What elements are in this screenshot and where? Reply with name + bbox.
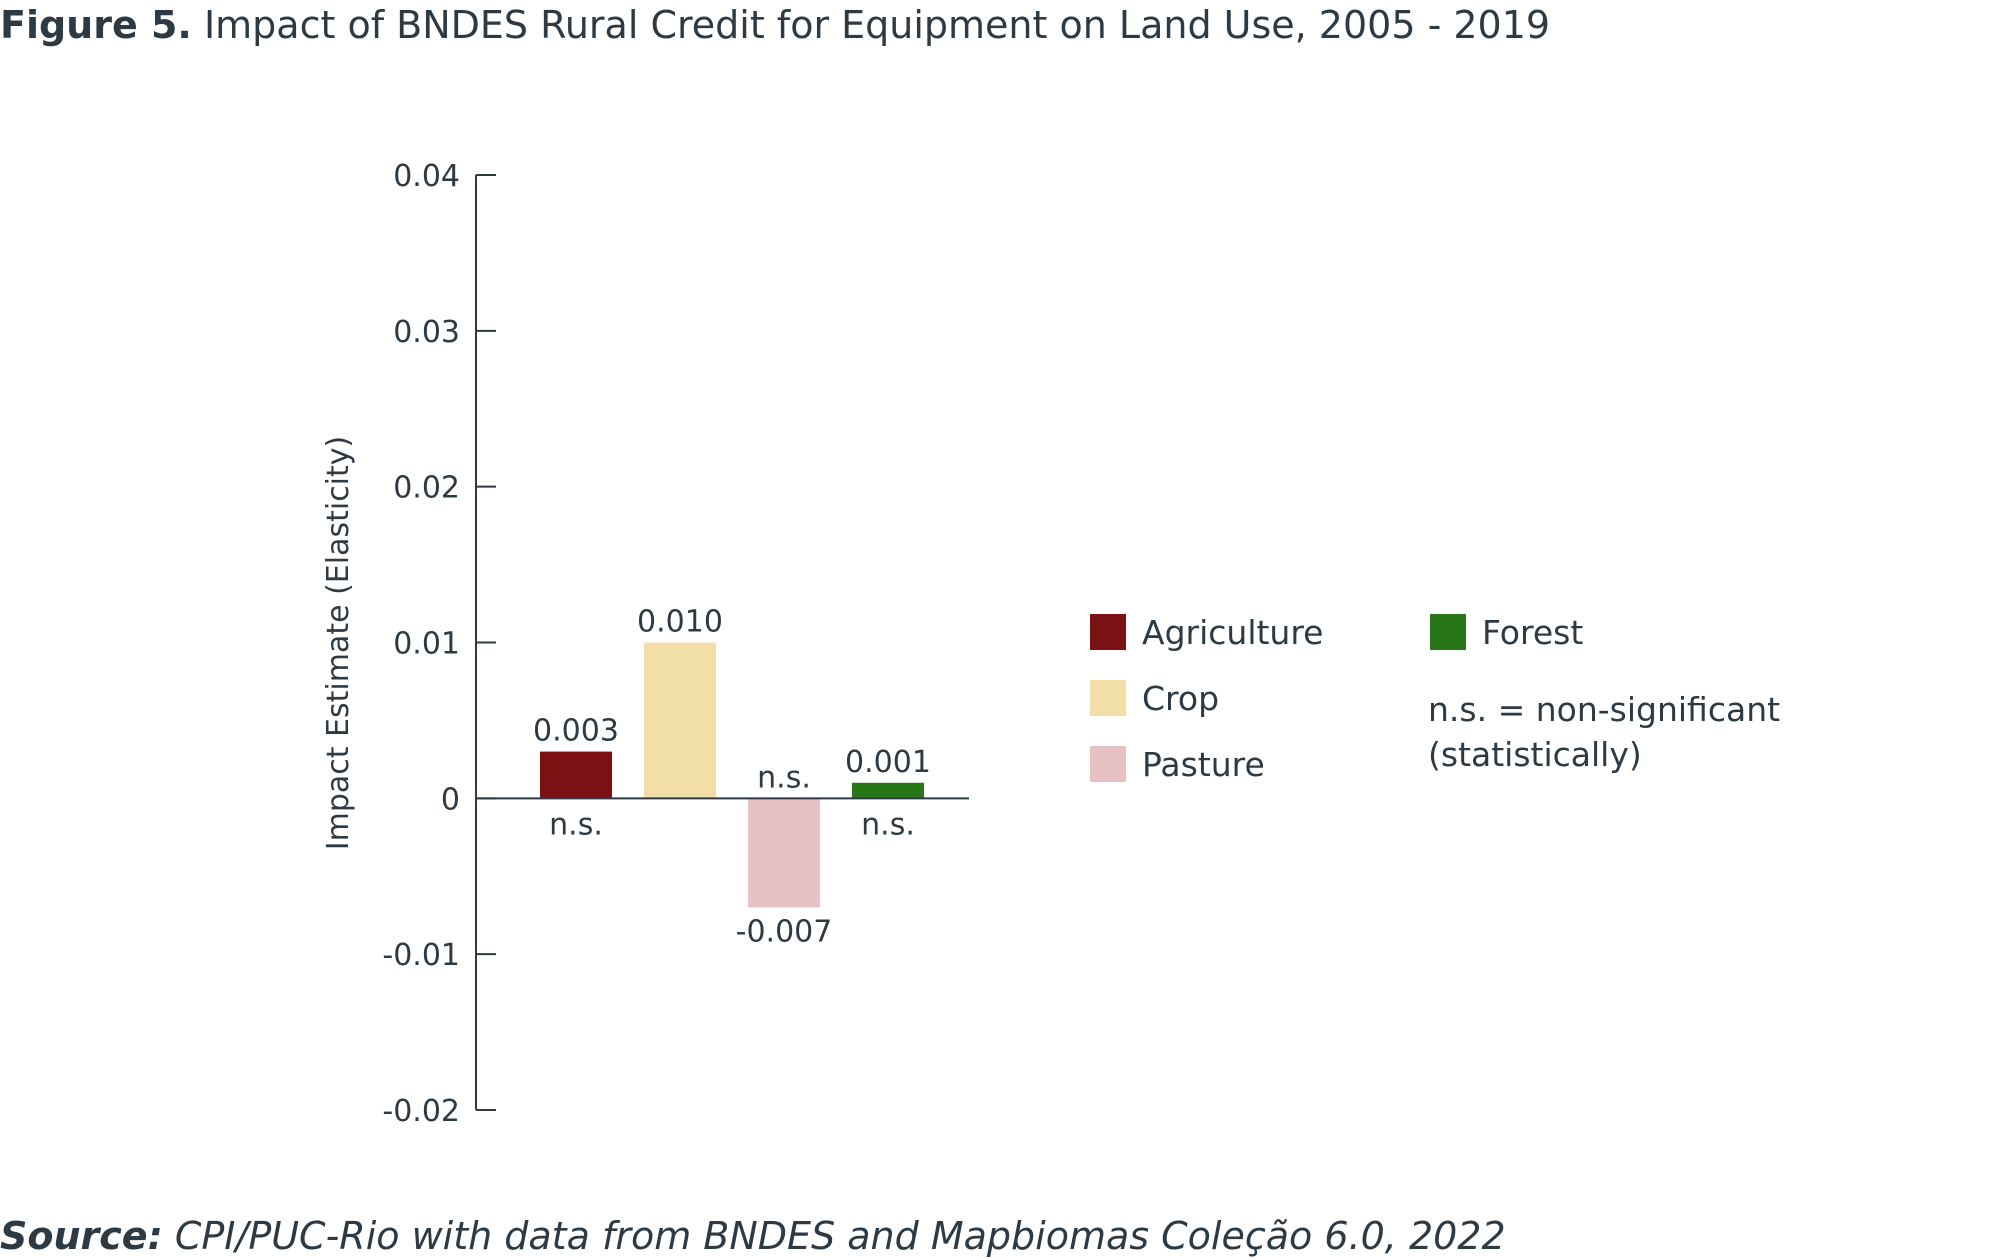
y-axis-title: Impact Estimate (Elasticity) bbox=[321, 436, 356, 851]
source-text: CPI/PUC-Rio with data from BNDES and Map… bbox=[174, 1214, 1506, 1258]
y-tick-label: 0.01 bbox=[393, 627, 460, 662]
bar-forest bbox=[852, 782, 924, 799]
value-label-agriculture: 0.003 bbox=[533, 714, 619, 749]
legend-note-line1: n.s. = non-significant bbox=[1428, 690, 1780, 729]
bar-crop bbox=[644, 642, 716, 799]
ns-label-agriculture: n.s. bbox=[549, 807, 603, 842]
legend-swatch-crop bbox=[1090, 680, 1126, 716]
figure-title-text: Impact of BNDES Rural Credit for Equipme… bbox=[203, 3, 1551, 47]
data-labels-group: 0.003 n.s. 0.010 -0.007 n.s. 0.001 n.s. bbox=[533, 605, 931, 950]
legend-swatch-forest bbox=[1430, 614, 1466, 650]
legend: Agriculture Crop Pasture Forest bbox=[1090, 613, 1583, 784]
legend-label-forest: Forest bbox=[1482, 613, 1583, 652]
figure-title: Figure 5. Impact of BNDES Rural Credit f… bbox=[0, 0, 1550, 50]
legend-label-crop: Crop bbox=[1142, 679, 1219, 718]
value-label-crop: 0.010 bbox=[637, 605, 723, 640]
figure-number: Figure 5. bbox=[0, 3, 192, 47]
y-tick-label: 0.04 bbox=[393, 159, 460, 194]
y-tick-label: 0.02 bbox=[393, 471, 460, 506]
ns-label-pasture: n.s. bbox=[757, 760, 811, 795]
ns-label-forest: n.s. bbox=[861, 807, 915, 842]
bar-agriculture bbox=[540, 751, 612, 799]
y-tick-label: 0.03 bbox=[393, 315, 460, 350]
value-label-forest: 0.001 bbox=[845, 745, 931, 780]
y-tick-label: 0 bbox=[441, 782, 460, 817]
bars-group bbox=[540, 642, 924, 908]
y-axis: -0.02 -0.01 0 0.01 0.02 0.03 0.04 bbox=[382, 159, 496, 1129]
bar-pasture bbox=[748, 798, 820, 908]
legend-swatch-agriculture bbox=[1090, 614, 1126, 650]
legend-label-pasture: Pasture bbox=[1142, 745, 1265, 784]
source-label: Source: bbox=[0, 1214, 163, 1258]
source-note: Source: CPI/PUC-Rio with data from BNDES… bbox=[0, 1212, 1506, 1260]
value-label-pasture: -0.007 bbox=[736, 914, 833, 949]
legend-swatch-pasture bbox=[1090, 746, 1126, 782]
legend-note-line2: (statistically) bbox=[1428, 735, 1642, 774]
y-tick-label: -0.02 bbox=[382, 1094, 460, 1129]
y-tick-label: -0.01 bbox=[382, 938, 460, 973]
legend-label-agriculture: Agriculture bbox=[1142, 613, 1323, 652]
